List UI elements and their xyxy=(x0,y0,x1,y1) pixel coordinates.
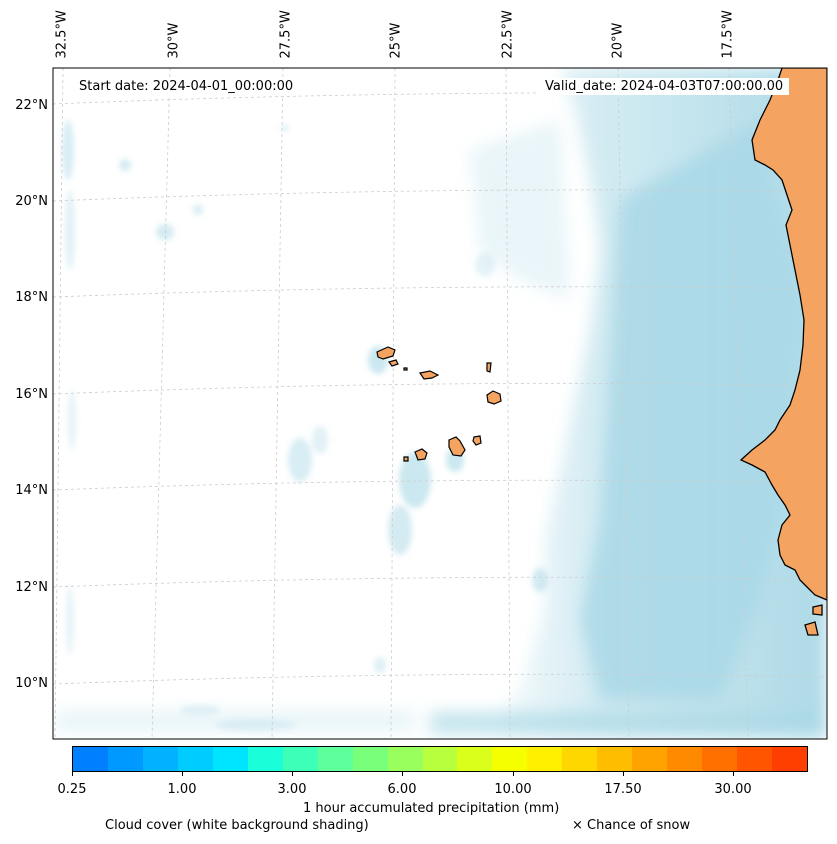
colorbar-segment xyxy=(212,747,248,771)
colorbar-segment xyxy=(667,747,703,771)
colorbar-tick-label: 3.00 xyxy=(277,782,307,797)
map-frame xyxy=(52,67,828,740)
colorbar-segment xyxy=(527,747,563,771)
colorbar-tick-mark xyxy=(182,772,183,776)
colorbar-segment xyxy=(107,747,143,771)
colorbar-tick-mark xyxy=(513,772,514,776)
colorbar-segment xyxy=(142,747,178,771)
colorbar-tick-mark xyxy=(292,772,293,776)
colorbar-segment xyxy=(772,747,808,771)
colorbar-segment xyxy=(492,747,528,771)
lat-label: 22°N xyxy=(15,98,48,113)
lat-label: 12°N xyxy=(15,580,48,595)
colorbar-tick-label: 10.00 xyxy=(494,782,532,797)
colorbar-segment xyxy=(387,747,423,771)
cloud-cover-legend: Cloud cover (white background shading) xyxy=(105,818,369,833)
cape-verde-islands xyxy=(376,346,502,462)
colorbar-segment xyxy=(562,747,598,771)
colorbar-tick-label: 0.25 xyxy=(57,782,87,797)
colorbar-tick-label: 30.00 xyxy=(714,782,752,797)
colorbar-tick-mark xyxy=(733,772,734,776)
snow-legend: × Chance of snow xyxy=(572,818,691,833)
colorbar-segment xyxy=(317,747,353,771)
start-date-label: Start date: 2024-04-01_00:00:00 xyxy=(73,78,300,95)
colorbar-tick-mark xyxy=(402,772,403,776)
cloud-cover-shading xyxy=(55,68,827,739)
colorbar-segment xyxy=(282,747,318,771)
cloud-patches xyxy=(62,120,548,731)
colorbar-tick-label: 6.00 xyxy=(387,782,417,797)
lat-label: 20°N xyxy=(15,194,48,209)
lat-label: 16°N xyxy=(15,387,48,402)
colorbar-segment xyxy=(632,747,668,771)
colorbar-tick-label: 1.00 xyxy=(167,782,197,797)
colorbar-tick-label: 17.50 xyxy=(604,782,642,797)
graticule xyxy=(53,68,827,739)
colorbar-segment xyxy=(352,747,388,771)
lat-label: 10°N xyxy=(15,676,48,691)
colorbar-segment xyxy=(177,747,213,771)
colorbar-segment xyxy=(73,747,108,771)
colorbar-segment xyxy=(737,747,773,771)
valid-date-label: Valid_date: 2024-04-03T07:00:00.00 xyxy=(539,78,790,95)
precipitation-colorbar xyxy=(72,746,808,772)
colorbar-segment xyxy=(597,747,633,771)
african-coast-land xyxy=(739,68,827,636)
lat-label: 14°N xyxy=(15,483,48,498)
colorbar-label: 1 hour accumulated precipitation (mm) xyxy=(303,801,560,816)
colorbar-tick-mark xyxy=(72,772,73,776)
colorbar-tick-mark xyxy=(623,772,624,776)
colorbar-segment xyxy=(457,747,493,771)
colorbar-segment xyxy=(702,747,738,771)
colorbar-segment xyxy=(422,747,458,771)
colorbar-segment xyxy=(247,747,283,771)
lat-label: 18°N xyxy=(15,290,48,305)
